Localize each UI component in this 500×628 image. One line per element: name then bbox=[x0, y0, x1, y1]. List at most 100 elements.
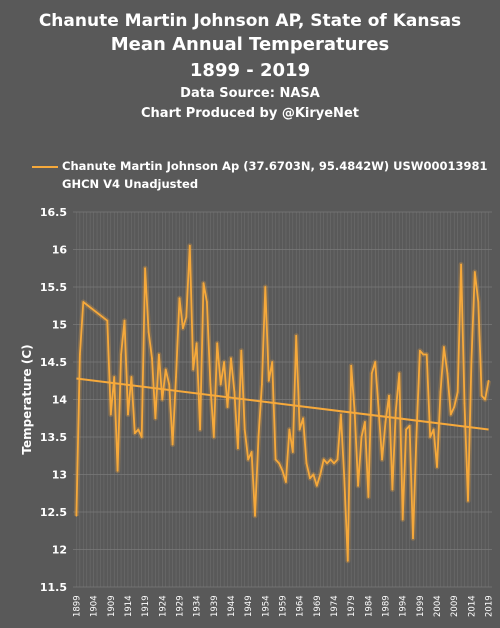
data-point bbox=[250, 451, 253, 453]
data-point bbox=[418, 349, 421, 352]
x-tick-label: 1994 bbox=[399, 595, 409, 617]
data-point bbox=[199, 428, 201, 431]
x-tick-label: 1944 bbox=[227, 595, 237, 617]
data-point bbox=[144, 267, 147, 270]
data-point bbox=[161, 398, 164, 401]
data-point bbox=[195, 342, 198, 345]
x-tick-label: 1984 bbox=[364, 595, 374, 617]
data-point bbox=[175, 376, 177, 378]
data-point bbox=[398, 372, 401, 375]
data-point bbox=[281, 469, 284, 472]
data-point bbox=[394, 409, 397, 412]
trend-line bbox=[76, 377, 489, 431]
x-tick-label: 1924 bbox=[158, 595, 168, 617]
y-tick-label: 13 bbox=[52, 469, 67, 482]
data-point bbox=[367, 496, 370, 498]
data-point bbox=[449, 413, 452, 416]
data-point bbox=[223, 361, 226, 363]
y-tick-label: 16 bbox=[52, 244, 68, 257]
data-point bbox=[322, 458, 325, 461]
y-tick-label: 12.5 bbox=[40, 506, 67, 519]
legend-label-line1: Chanute Martin Johnson Ap (37.6703N, 95.… bbox=[62, 159, 488, 173]
data-point bbox=[192, 368, 195, 371]
x-tick-label: 1914 bbox=[124, 595, 134, 617]
data-point bbox=[326, 462, 329, 465]
data-point bbox=[209, 383, 212, 386]
legend-swatch bbox=[32, 166, 58, 168]
data-point bbox=[336, 458, 339, 461]
y-tick-label: 15.5 bbox=[40, 281, 67, 294]
data-point bbox=[309, 477, 311, 480]
data-point bbox=[408, 424, 411, 427]
data-point bbox=[271, 361, 274, 363]
x-tick-label: 1999 bbox=[416, 595, 426, 617]
y-axis-label: Temperature (C) bbox=[20, 344, 34, 454]
x-tick-label: 1919 bbox=[141, 595, 151, 617]
chart-source: Data Source: NASA bbox=[180, 86, 320, 101]
data-point bbox=[285, 481, 287, 483]
data-point bbox=[432, 428, 435, 431]
x-tick-label: 2009 bbox=[450, 595, 460, 617]
x-tick-label: 1964 bbox=[296, 595, 306, 617]
data-point bbox=[291, 451, 294, 453]
x-tick-label: 1989 bbox=[382, 595, 392, 617]
y-tick-label: 14 bbox=[52, 394, 68, 407]
data-point bbox=[206, 301, 208, 303]
data-point bbox=[230, 357, 232, 360]
data-point bbox=[120, 353, 122, 356]
data-point bbox=[188, 244, 191, 247]
data-point bbox=[147, 331, 150, 333]
data-point bbox=[364, 421, 366, 423]
data-point bbox=[480, 394, 483, 397]
data-point bbox=[288, 428, 291, 431]
data-point bbox=[185, 316, 188, 318]
x-tick-label: 1909 bbox=[107, 595, 117, 617]
legend-label-line2: GHCN V4 Unadjusted bbox=[62, 177, 199, 191]
data-point bbox=[133, 432, 136, 435]
data-point bbox=[130, 376, 133, 378]
data-point bbox=[78, 353, 81, 356]
data-point bbox=[436, 466, 438, 468]
data-point bbox=[168, 383, 171, 386]
y-tick-label: 16.5 bbox=[40, 206, 67, 219]
data-point bbox=[384, 421, 387, 423]
data-point bbox=[312, 473, 315, 476]
data-point bbox=[405, 428, 408, 431]
x-tick-label: 1899 bbox=[72, 595, 82, 617]
x-tick-label: 1904 bbox=[90, 595, 100, 617]
data-point bbox=[353, 409, 356, 412]
data-point bbox=[370, 372, 373, 375]
data-point bbox=[123, 319, 126, 322]
data-point bbox=[305, 462, 308, 465]
x-tick-label: 1979 bbox=[347, 595, 357, 617]
data-point bbox=[329, 458, 332, 461]
x-tick-label: 1959 bbox=[279, 595, 289, 617]
data-point bbox=[236, 447, 239, 450]
data-point bbox=[298, 428, 301, 431]
data-point bbox=[267, 379, 270, 382]
data-point bbox=[151, 357, 153, 360]
data-point bbox=[467, 499, 469, 502]
data-point bbox=[140, 436, 143, 438]
y-tick-label: 12 bbox=[52, 544, 67, 557]
data-point bbox=[388, 394, 390, 397]
x-tick-label: 1974 bbox=[330, 595, 340, 617]
x-tick-label: 1969 bbox=[313, 595, 323, 617]
x-tick-label: 1949 bbox=[244, 595, 254, 617]
data-point bbox=[137, 428, 140, 431]
data-point bbox=[278, 462, 280, 465]
data-point bbox=[212, 436, 215, 438]
chart-subtitle: Mean Annual Temperatures bbox=[110, 34, 390, 55]
data-point bbox=[333, 462, 335, 465]
data-point bbox=[247, 458, 250, 461]
data-point bbox=[178, 297, 181, 300]
data-point bbox=[429, 436, 432, 438]
x-tick-label: 1929 bbox=[175, 595, 185, 617]
y-tick-label: 11.5 bbox=[40, 581, 67, 594]
y-tick-label: 14.5 bbox=[40, 356, 67, 369]
data-point bbox=[315, 484, 318, 487]
y-tick-label: 13.5 bbox=[40, 431, 67, 444]
data-point bbox=[446, 372, 449, 375]
data-point bbox=[377, 409, 380, 412]
